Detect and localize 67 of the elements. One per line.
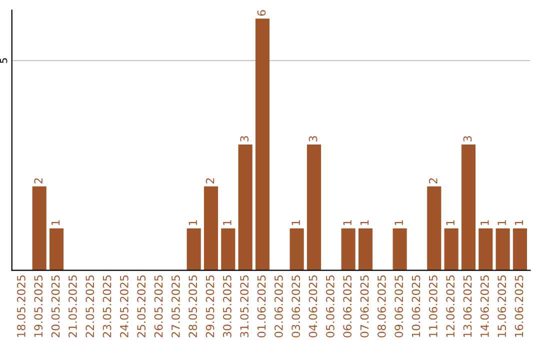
x-tick-label: 24.05.2025: [120, 275, 128, 338]
data-label: 2: [34, 178, 42, 184]
x-tick-label: 27.05.2025: [171, 275, 180, 338]
data-label: 1: [223, 220, 232, 226]
bar: [290, 228, 304, 270]
bar: [358, 228, 373, 270]
data-label: 1: [480, 220, 489, 226]
x-tick-label: 13.06.2025: [463, 275, 472, 337]
bar: [186, 228, 201, 270]
bar: [444, 228, 458, 270]
data-label: 1: [514, 220, 524, 226]
data-label: 3: [308, 136, 318, 142]
bar: [32, 186, 46, 270]
bar: [238, 144, 252, 270]
bar: [204, 186, 218, 270]
x-tick-label: 08.06.2025: [377, 275, 386, 338]
x-tick-label: 14.06.2025: [480, 275, 489, 337]
x-tick-label: 22.05.2025: [86, 275, 94, 338]
x-tick-label: 11.06.2025: [428, 275, 438, 337]
x-tick-label: 28.05.2025: [188, 275, 198, 338]
data-label: 1: [188, 220, 197, 226]
data-label: 1: [394, 220, 403, 226]
x-tick-label: 20.05.2025: [51, 275, 60, 338]
bar: [306, 144, 322, 270]
x-tick-label: 18.05.2025: [17, 275, 26, 337]
bar: [461, 144, 476, 270]
bar: [392, 228, 407, 270]
data-label: 1: [446, 220, 454, 226]
x-tick-label: 16.06.2025: [514, 275, 524, 337]
x-tick-label: 25.05.2025: [137, 275, 146, 338]
x-tick-label: 03.06.2025: [292, 275, 300, 338]
x-tick-label: 21.05.2025: [68, 275, 77, 338]
bar: [255, 18, 270, 270]
x-tick-label: 31.05.2025: [240, 275, 249, 338]
data-label: 3: [463, 136, 472, 142]
bar: [427, 186, 442, 270]
data-label: 2: [206, 178, 214, 184]
data-label: 1: [51, 220, 60, 226]
data-label: 6: [257, 10, 266, 16]
x-tick-label: 09.06.2025: [394, 275, 404, 338]
x-tick-label: 06.06.2025: [343, 275, 352, 338]
data-label: 1: [343, 220, 352, 226]
x-tick-label: 05.06.2025: [326, 275, 334, 338]
x-tick-label: 30.05.2025: [222, 275, 232, 338]
bar: [512, 228, 528, 270]
x-tick-label: 01.06.2025: [257, 275, 266, 338]
data-label: 3: [240, 136, 249, 142]
x-tick-label: 19.05.2025: [34, 275, 43, 337]
bar: [49, 228, 64, 270]
x-tick-label: 12.06.2025: [446, 275, 455, 337]
data-label: 1: [498, 220, 506, 226]
bar: [496, 228, 510, 270]
x-tick-label: 29.05.2025: [206, 275, 214, 338]
data-label: 1: [292, 220, 300, 226]
x-tick-label: 07.06.2025: [360, 275, 369, 338]
x-tick-label: 15.06.2025: [498, 275, 506, 337]
x-tick-label: 02.06.2025: [274, 275, 283, 338]
bar: [221, 228, 236, 270]
x-tick-label: 26.05.2025: [154, 275, 163, 338]
data-label: 2: [428, 178, 438, 184]
x-tick-label: 10.06.2025: [412, 275, 420, 337]
x-tick-label: 04.06.2025: [308, 275, 318, 338]
data-label: 1: [360, 220, 369, 226]
bar: [478, 228, 493, 270]
x-tick-label: 23.05.2025: [102, 275, 112, 338]
y-tick-label: 5: [0, 58, 8, 63]
bar: [341, 228, 356, 270]
